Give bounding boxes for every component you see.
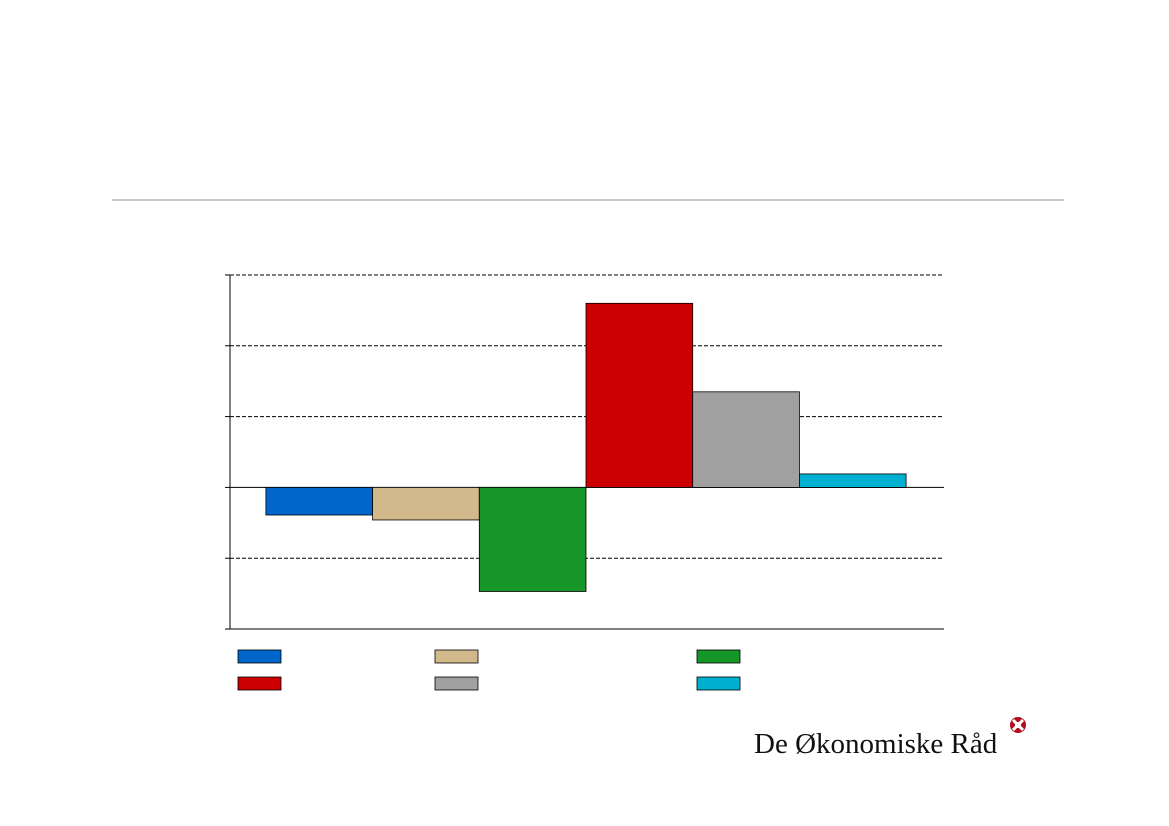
bar [265, 486, 373, 516]
bar [372, 486, 480, 521]
legend-swatch [696, 649, 741, 664]
legend-swatch [696, 676, 741, 691]
logo-icon [1010, 717, 1026, 733]
logo-text: De Økonomiske Råd [754, 728, 998, 760]
bar [585, 302, 694, 488]
legend-swatch [237, 649, 282, 664]
legend-swatch [434, 649, 479, 664]
bar [799, 473, 907, 488]
bar [692, 391, 800, 488]
legend-swatch [237, 676, 282, 691]
bar [478, 486, 587, 592]
legend-swatch [434, 676, 479, 691]
